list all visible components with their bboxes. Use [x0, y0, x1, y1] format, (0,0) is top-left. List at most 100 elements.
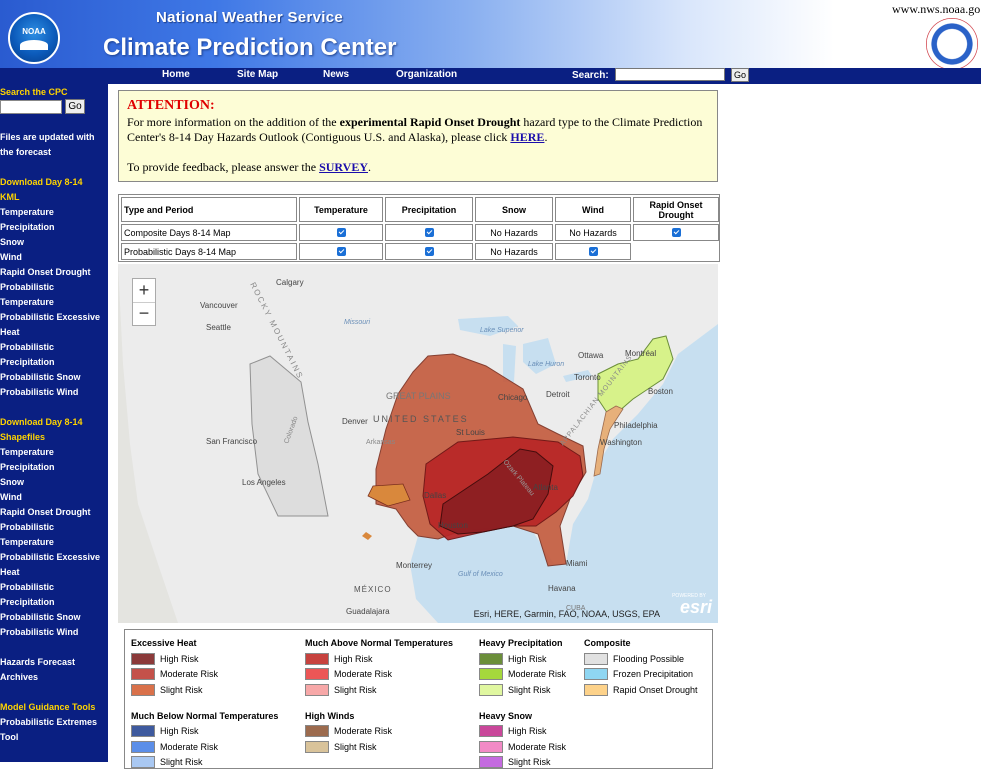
noaa-logo[interactable]: NOAA: [8, 12, 60, 64]
map-label-san-francisco: San Francisco: [206, 437, 258, 446]
th-type-period: Type and Period: [121, 197, 297, 222]
tools-link-line1[interactable]: Probabilistic Extremes: [0, 717, 98, 727]
prob-temperature-checkbox[interactable]: [336, 247, 346, 256]
attention-period: .: [544, 130, 548, 144]
row-probabilistic-label: Probabilistic Days 8-14 Map: [121, 243, 297, 260]
kml-link-prob-heat-line2[interactable]: Heat: [0, 327, 20, 337]
legend-label: Moderate Risk: [508, 742, 567, 752]
th-wind: Wind: [555, 197, 631, 222]
composite-temperature-checkbox[interactable]: [336, 228, 346, 237]
shp-link-wind[interactable]: Wind: [0, 492, 22, 502]
map-label-ottawa: Ottawa: [578, 351, 604, 360]
kml-link-temperature[interactable]: Temperature: [0, 207, 54, 217]
shp-link-temperature[interactable]: Temperature: [0, 447, 54, 457]
hazard-excessive-heat-small[interactable]: [362, 532, 372, 540]
prob-precipitation-checkbox[interactable]: [424, 247, 434, 256]
search-input[interactable]: [615, 68, 725, 81]
shp-link-precipitation[interactable]: Precipitation: [0, 462, 55, 472]
map-label-washington: Washington: [600, 438, 642, 447]
hazard-excessive-heat-high[interactable]: [439, 448, 554, 535]
nws-logo[interactable]: [926, 18, 978, 68]
legend-swatch: [479, 725, 503, 737]
kml-link-precipitation[interactable]: Precipitation: [0, 222, 55, 232]
kml-link-prob-temp-line2[interactable]: Temperature: [0, 297, 54, 307]
map-label-los-angeles: Los Angeles: [242, 478, 286, 487]
shp-link-prob-heat-line2[interactable]: Heat: [0, 567, 20, 577]
legend-swatch: [584, 653, 608, 665]
archive-link-line1[interactable]: Hazards Forecast: [0, 657, 76, 667]
kml-link-wind[interactable]: Wind: [0, 252, 22, 262]
prob-temperature-cell: [299, 243, 383, 260]
nav-home[interactable]: Home: [162, 69, 190, 80]
shp-link-snow[interactable]: Snow: [0, 477, 24, 487]
composite-precipitation-cell: [385, 224, 473, 241]
legend-label: High Risk: [334, 654, 373, 664]
legend-title-composite: Composite: [584, 638, 631, 648]
legend-label: Moderate Risk: [160, 742, 219, 752]
kml-heading-line2[interactable]: KML: [0, 192, 20, 202]
shp-link-prob-precip-line1[interactable]: Probabilistic: [0, 582, 55, 592]
map-label-monterrey: Monterrey: [396, 561, 432, 570]
shp-link-prob-precip-line2[interactable]: Precipitation: [0, 597, 55, 607]
legend-swatch: [305, 684, 329, 696]
shp-link-prob-wind[interactable]: Probabilistic Wind: [0, 627, 79, 637]
hazard-flooding-possible[interactable]: [249, 355, 329, 517]
here-link[interactable]: HERE: [510, 130, 545, 144]
kml-link-prob-snow[interactable]: Probabilistic Snow: [0, 372, 81, 382]
site-header: NOAA National Weather Service Climate Pr…: [0, 0, 981, 68]
nav-organization[interactable]: Organization: [396, 69, 458, 80]
attention-box: ATTENTION: For more information on the a…: [118, 90, 718, 182]
tools-link-line2[interactable]: Tool: [0, 732, 19, 742]
map-canvas[interactable]: Calgary Vancouver Seattle Missouri Lake …: [118, 264, 718, 623]
kml-link-prob-precip-line1[interactable]: Probabilistic: [0, 342, 55, 352]
legend-label: High Risk: [160, 726, 199, 736]
sidebar-search-input[interactable]: [0, 100, 62, 114]
hazard-rapid-onset-drought[interactable]: [593, 405, 624, 477]
search-go-button[interactable]: Go: [731, 68, 749, 82]
kml-link-prob-wind[interactable]: Probabilistic Wind: [0, 387, 79, 397]
sidebar-search-go-button[interactable]: Go: [65, 99, 85, 114]
esri-powered-by: POWERED BY: [672, 593, 706, 599]
survey-link[interactable]: SURVEY: [319, 160, 368, 174]
map-label-cuba: CUBA: [566, 605, 586, 612]
composite-precipitation-checkbox[interactable]: [424, 228, 434, 237]
hazard-excessive-heat-slight-sw[interactable]: [367, 483, 411, 507]
attention-text: For more information on the addition of …: [127, 115, 340, 129]
kml-link-prob-heat-line1[interactable]: Probabilistic Excessive: [0, 312, 101, 322]
prob-wind-checkbox[interactable]: [588, 247, 598, 256]
legend-title-excessive-heat: Excessive Heat: [131, 638, 197, 648]
th-snow: Snow: [475, 197, 553, 222]
center-title[interactable]: Climate Prediction Center: [103, 34, 397, 61]
legend-title-much-below-normal: Much Below Normal Temperatures: [131, 711, 279, 721]
nws-url-link[interactable]: www.nws.noaa.go: [892, 2, 981, 16]
map-label-lake-superior: Lake Superior: [480, 327, 524, 334]
zoom-out-button[interactable]: −: [138, 303, 150, 323]
hazards-map[interactable]: Calgary Vancouver Seattle Missouri Lake …: [118, 264, 718, 623]
nav-news[interactable]: News: [323, 69, 350, 80]
shp-link-prob-temp-line2[interactable]: Temperature: [0, 537, 54, 547]
row-composite-label: Composite Days 8-14 Map: [121, 224, 297, 241]
map-label-atlanta: Atlanta: [533, 483, 558, 492]
map-label-great-plains: GREAT PLAINS: [386, 391, 451, 401]
kml-link-snow[interactable]: Snow: [0, 237, 24, 247]
th-temperature: Temperature: [299, 197, 383, 222]
search-label: Search:: [572, 70, 609, 81]
shp-link-rapid-onset-drought[interactable]: Rapid Onset Drought: [0, 507, 91, 517]
shp-heading-line2[interactable]: Shapefiles: [0, 432, 46, 442]
map-label-arkansas: Arkansas: [366, 439, 396, 446]
composite-drought-checkbox[interactable]: [671, 228, 681, 237]
gulf-of-mexico: [418, 526, 554, 609]
kml-link-rapid-onset-drought[interactable]: Rapid Onset Drought: [0, 267, 91, 277]
zoom-in-button[interactable]: +: [133, 279, 155, 303]
nav-site-map[interactable]: Site Map: [237, 69, 279, 80]
shp-link-prob-temp-line1[interactable]: Probabilistic: [0, 522, 55, 532]
agency-title: National Weather Service: [156, 9, 343, 26]
archive-link-line2[interactable]: Archives: [0, 672, 39, 682]
esri-logo[interactable]: esri: [679, 597, 712, 617]
kml-link-prob-precip-line2[interactable]: Precipitation: [0, 357, 55, 367]
shp-link-prob-snow[interactable]: Probabilistic Snow: [0, 612, 81, 622]
survey-text: To provide feedback, please answer the: [127, 160, 320, 174]
kml-link-prob-temp-line1[interactable]: Probabilistic: [0, 282, 55, 292]
shp-link-prob-heat-line1[interactable]: Probabilistic Excessive: [0, 552, 101, 562]
legend-title-heavy-precip: Heavy Precipitation: [479, 638, 563, 648]
